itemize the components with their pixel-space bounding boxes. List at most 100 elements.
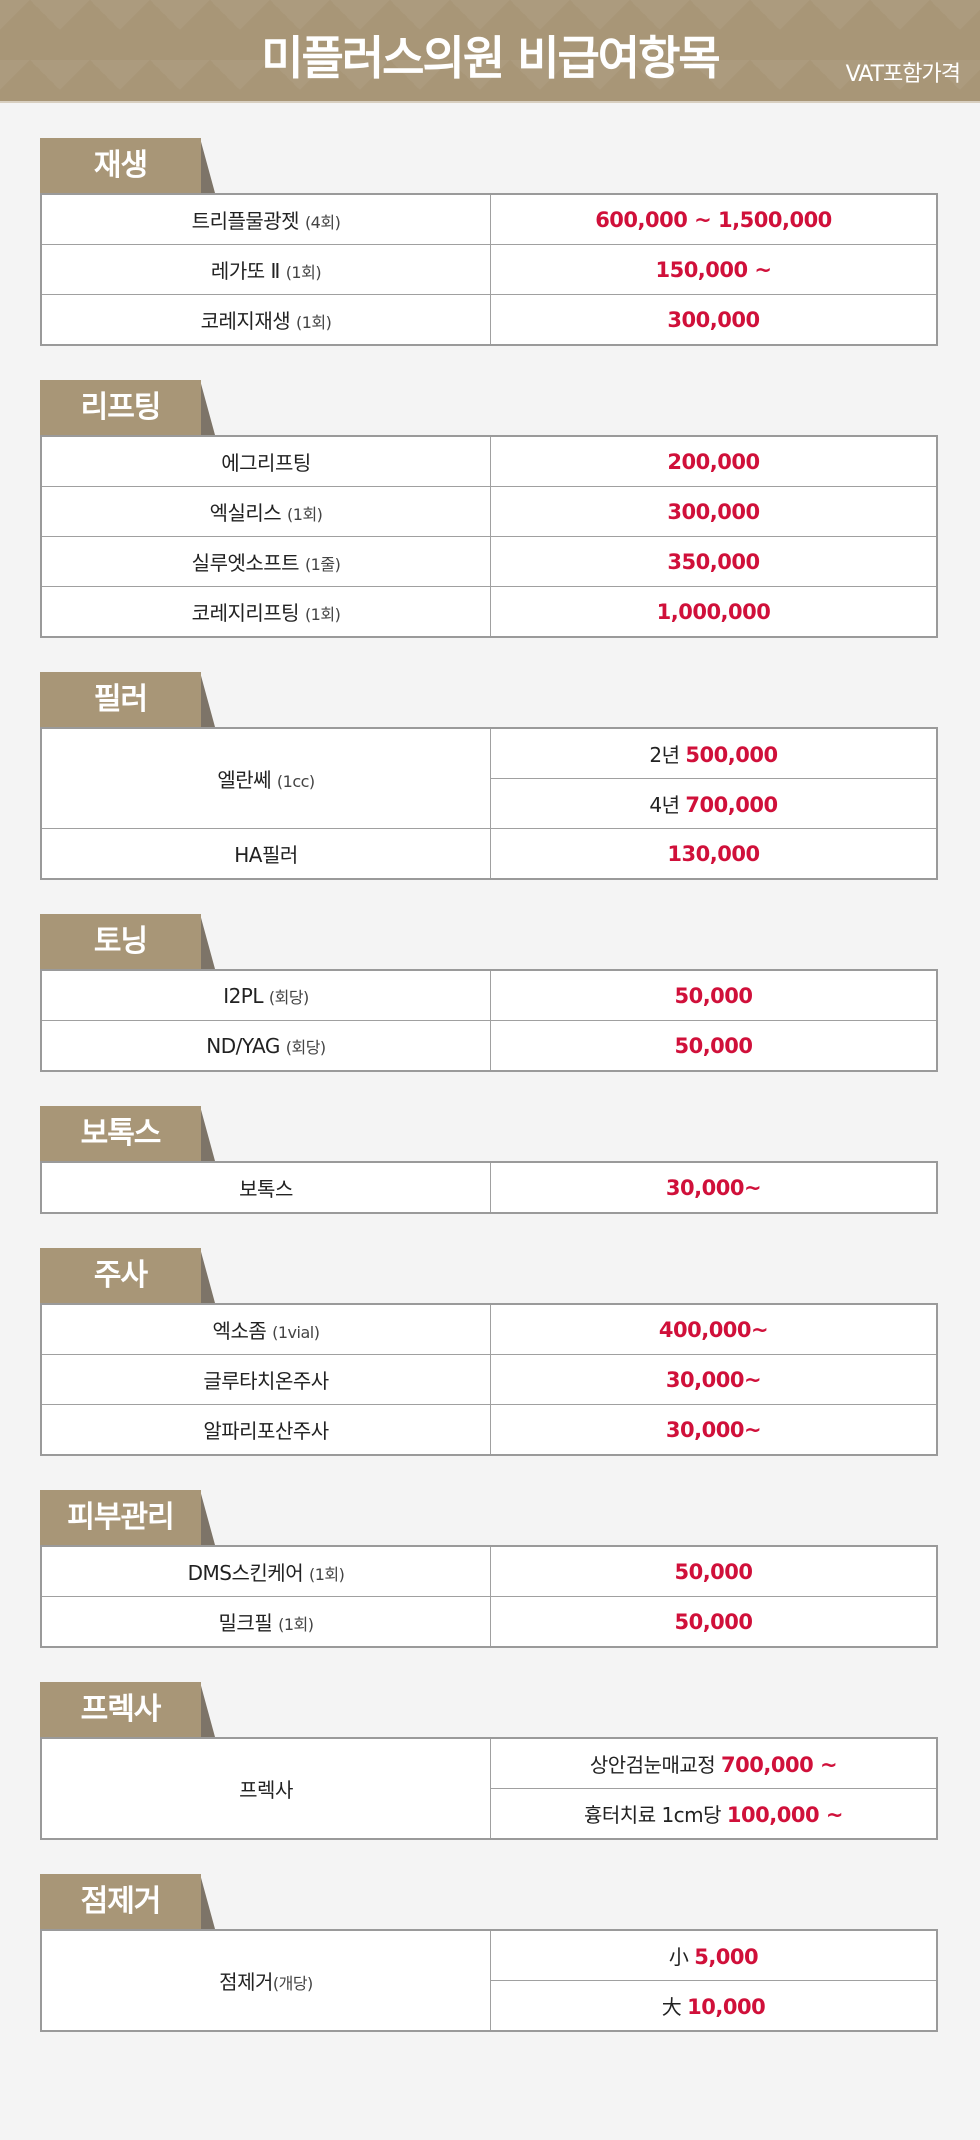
price-value: 50,000 bbox=[674, 1609, 753, 1634]
price-value: 200,000 bbox=[667, 449, 760, 474]
item-note: (1회) bbox=[295, 313, 332, 332]
item-name-cell: 코레지리프팅 (1회) bbox=[40, 586, 491, 638]
price-table: 에그리프팅 200,000 엑실리스 (1회) 300,000 실루엣소프트 (1줄) 3… bbox=[40, 435, 938, 638]
item-name: 코레지리프팅 bbox=[191, 601, 300, 625]
item-name-cell: 실루엣소프트 (1줄) bbox=[40, 536, 491, 587]
section-tab: 점제거 bbox=[40, 1874, 215, 1929]
price-table: 엑소좀 (1vial) 400,000~ 글루타치온주사 30,000~ 알파리포산주사… bbox=[40, 1303, 938, 1456]
item-name-cell: I2PL (회당) bbox=[40, 969, 491, 1021]
item-price-cell: 50,000 bbox=[490, 1545, 938, 1597]
item-price-cell: 50,000 bbox=[490, 1596, 938, 1648]
table-row: DMS스킨케어 (1회) 50,000 bbox=[40, 1545, 938, 1597]
item-name-cell: 글루타치온주사 bbox=[40, 1354, 491, 1405]
item-name: ND/YAG bbox=[206, 1033, 280, 1058]
table-row: 엑소좀 (1vial) 400,000~ bbox=[40, 1303, 938, 1355]
section-tab: 재생 bbox=[40, 138, 215, 193]
item-note: (1회) bbox=[287, 505, 323, 524]
price-table: DMS스킨케어 (1회) 50,000 밀크필 (1회) 50,000 bbox=[40, 1545, 938, 1648]
item-note: (회당) bbox=[285, 1037, 326, 1057]
item-name: I2PL bbox=[223, 983, 264, 1008]
table-row: 에그리프팅 200,000 bbox=[40, 435, 938, 487]
price-value: 700,000 bbox=[685, 793, 778, 817]
item-name: 실루엣소프트 bbox=[191, 551, 300, 575]
section-tab: 프렉사 bbox=[40, 1682, 215, 1737]
price-section: 리프팅 에그리프팅 200,000 엑실리스 (1회) 300,000 실루엣소프트 (1… bbox=[40, 380, 938, 638]
item-name: 에그리프팅 bbox=[221, 451, 311, 475]
section-title: 피부관리 bbox=[40, 1490, 201, 1545]
item-name: 프렉사 bbox=[239, 1778, 293, 1802]
price-section: 필러 엘란쎄 (1cc) 2년 500,000 4년 700,000 HA필러 130,0… bbox=[40, 672, 938, 880]
price-value: 30,000~ bbox=[665, 1175, 762, 1200]
price-value: 50,000 bbox=[674, 983, 753, 1008]
price-prefix: 2년 bbox=[649, 743, 680, 767]
item-price-cell: 大 10,000 bbox=[490, 1980, 938, 2032]
page-header: 미플러스의원 비급여항목 VAT포함가격 bbox=[0, 0, 980, 103]
price-sections: 재생 트리플물광젯 (4회) 600,000 ~ 1,500,000 레가또 Ⅱ (1… bbox=[40, 138, 938, 2066]
page-title: 미플러스의원 비급여항목 bbox=[261, 31, 721, 85]
table-row: 코레지리프팅 (1회) 1,000,000 bbox=[40, 586, 938, 638]
item-name-cell: ND/YAG (회당) bbox=[40, 1020, 491, 1072]
item-name: 보톡스 bbox=[239, 1177, 293, 1201]
item-name: DMS스킨케어 bbox=[187, 1561, 304, 1585]
section-tab: 필러 bbox=[40, 672, 215, 727]
table-row: 알파리포산주사 30,000~ bbox=[40, 1404, 938, 1456]
item-name-cell: 에그리프팅 bbox=[40, 435, 491, 487]
item-name-cell: 프렉사 bbox=[40, 1737, 491, 1840]
price-prefix: 小 bbox=[668, 1945, 689, 1969]
price-value: 400,000~ bbox=[658, 1317, 769, 1342]
price-value: 500,000 bbox=[685, 743, 778, 767]
table-row: HA필러 130,000 bbox=[40, 828, 938, 880]
item-note: (4회) bbox=[304, 213, 341, 232]
item-note: (개당) bbox=[272, 1974, 313, 1993]
section-tab: 주사 bbox=[40, 1248, 215, 1303]
price-value: 10,000 bbox=[687, 1995, 766, 2019]
table-row: 大 10,000 bbox=[41, 1980, 938, 2032]
item-name-cell: 엑실리스 (1회) bbox=[40, 486, 491, 537]
table-row: 실루엣소프트 (1줄) 350,000 bbox=[40, 536, 938, 587]
item-name: 점제거 bbox=[219, 1970, 273, 1994]
item-name-cell: 트리플물광젯 (4회) bbox=[40, 193, 491, 245]
price-prefix: 4년 bbox=[649, 793, 680, 817]
price-value: 30,000~ bbox=[665, 1417, 762, 1442]
price-section: 프렉사 프렉사 상안검눈매교정 700,000 ~ 흉터치료 1cm당 100,000… bbox=[40, 1682, 938, 1840]
table-row: 코레지재생 (1회) 300,000 bbox=[40, 294, 938, 346]
table-row: 엘란쎄 (1cc) 2년 500,000 bbox=[40, 727, 938, 829]
item-name: 엑실리스 bbox=[209, 501, 282, 525]
item-name: 엘란쎄 bbox=[217, 768, 272, 792]
price-prefix: 상안검눈매교정 bbox=[589, 1753, 716, 1777]
item-price-cell: 150,000 ~ bbox=[490, 244, 938, 295]
price-table: 프렉사 상안검눈매교정 700,000 ~ 흉터치료 1cm당 100,000 ~ bbox=[40, 1737, 938, 1840]
section-title: 주사 bbox=[40, 1248, 201, 1303]
item-price-cell: 30,000~ bbox=[490, 1354, 938, 1405]
price-section: 피부관리 DMS스킨케어 (1회) 50,000 밀크필 (1회) 50,000 bbox=[40, 1490, 938, 1648]
table-row: 점제거(개당) 小 5,000 bbox=[40, 1929, 938, 2032]
item-price-cell: 흉터치료 1cm당 100,000 ~ bbox=[490, 1788, 938, 1840]
item-name-cell: 엑소좀 (1vial) bbox=[40, 1303, 491, 1355]
item-price-cell: 130,000 bbox=[490, 828, 938, 880]
price-value: 300,000 bbox=[667, 307, 760, 332]
price-value: 5,000 bbox=[694, 1945, 759, 1969]
item-name: 레가또 Ⅱ bbox=[210, 259, 280, 283]
price-section: 재생 트리플물광젯 (4회) 600,000 ~ 1,500,000 레가또 Ⅱ (1… bbox=[40, 138, 938, 346]
price-section: 보톡스 보톡스 30,000~ bbox=[40, 1106, 938, 1214]
section-title: 점제거 bbox=[40, 1874, 201, 1929]
item-name-cell: 엘란쎄 (1cc) bbox=[40, 727, 491, 829]
section-title: 리프팅 bbox=[40, 380, 201, 435]
item-price-cell: 상안검눈매교정 700,000 ~ bbox=[490, 1737, 938, 1789]
price-table: 엘란쎄 (1cc) 2년 500,000 4년 700,000 HA필러 130,000 bbox=[40, 727, 938, 880]
price-table: I2PL (회당) 50,000 ND/YAG (회당) 50,000 bbox=[40, 969, 938, 1072]
item-name-cell: 점제거(개당) bbox=[40, 1929, 491, 2032]
table-row: 엑실리스 (1회) 300,000 bbox=[40, 486, 938, 537]
item-price-cell: 2년 500,000 bbox=[490, 727, 938, 779]
item-price-cell: 300,000 bbox=[490, 294, 938, 346]
price-prefix: 흉터치료 1cm당 bbox=[584, 1803, 722, 1827]
item-name: 코레지재생 bbox=[200, 309, 291, 333]
price-section: 주사 엑소좀 (1vial) 400,000~ 글루타치온주사 30,000~ 알파리포산… bbox=[40, 1248, 938, 1456]
item-price-cell: 30,000~ bbox=[490, 1404, 938, 1456]
section-tab: 보톡스 bbox=[40, 1106, 215, 1161]
item-note: (회당) bbox=[268, 987, 309, 1007]
item-name: 알파리포산주사 bbox=[203, 1419, 329, 1443]
table-row: ND/YAG (회당) 50,000 bbox=[40, 1020, 938, 1072]
item-name-cell: 알파리포산주사 bbox=[40, 1404, 491, 1456]
vat-note: VAT포함가격 bbox=[845, 62, 961, 87]
